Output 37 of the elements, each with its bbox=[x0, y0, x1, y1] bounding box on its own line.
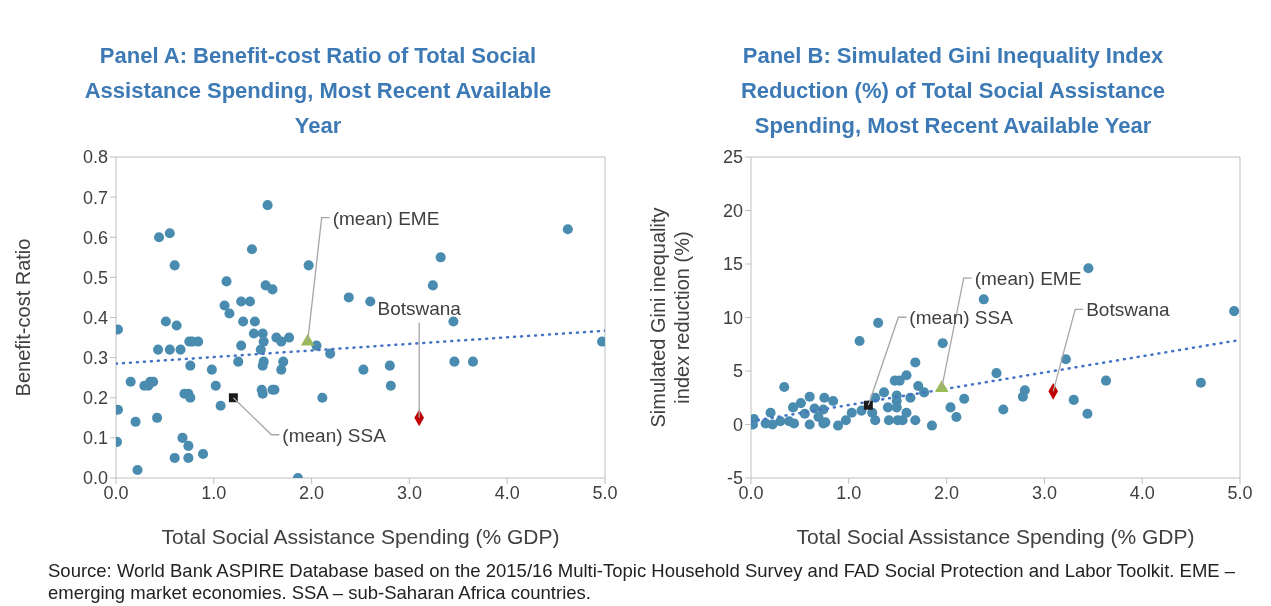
annotation: (mean) EME bbox=[974, 268, 1082, 290]
y-tick-label: 0.4 bbox=[82, 307, 108, 328]
annotation: Botswana bbox=[1086, 299, 1171, 321]
x-tick-label: 3.0 bbox=[396, 482, 422, 503]
chart-title: Panel B: Simulated Gini Inequality Index Reduction (%) of Total Social Assistance Spending, Most Recent Available Year bbox=[739, 42, 1167, 140]
annotation: Botswana bbox=[377, 297, 462, 319]
chart-title: Panel A: Benefit-cost Ratio of Total Social Assistance Spending, Most Recent Available Year bbox=[83, 42, 553, 140]
x-tick-label: 3.0 bbox=[1031, 482, 1057, 503]
y-tick-label: 0.5 bbox=[82, 267, 108, 288]
y-tick-label: 25 bbox=[722, 147, 743, 168]
y-tick-label: 5 bbox=[732, 361, 743, 382]
y-tick-label: 0.1 bbox=[82, 428, 108, 449]
y-tick-label: 10 bbox=[722, 307, 743, 328]
x-axis-title: Total Social Assistance Spending (% GDP) bbox=[161, 525, 560, 548]
annotation: (mean) SSA bbox=[909, 307, 1014, 329]
x-tick-label: 1.0 bbox=[836, 482, 862, 503]
x-axis-title: Total Social Assistance Spending (% GDP) bbox=[796, 525, 1195, 548]
y-tick-label: 0.2 bbox=[82, 388, 108, 409]
y-tick-label: 0.3 bbox=[82, 348, 108, 369]
y-tick-label: 15 bbox=[722, 254, 743, 275]
y-tick-label: 0.6 bbox=[82, 227, 108, 248]
x-tick-label: 5.0 bbox=[1227, 482, 1253, 503]
x-tick-label: 2.0 bbox=[934, 482, 960, 503]
y-tick-label: 0 bbox=[732, 414, 743, 435]
y-tick-label: 0.8 bbox=[82, 147, 108, 168]
source-note: Source: World Bank ASPIRE Database based on the 2015/16 Multi-Topic Household Survey and FAD Social Protection and Labor Toolkit. EME – emerging market economies. SSA – sub-Saharan Africa countries. bbox=[48, 560, 1237, 604]
y-axis-title: Benefit-cost Ratio bbox=[12, 238, 34, 397]
x-tick-label: 4.0 bbox=[494, 482, 520, 503]
x-tick-label: 1.0 bbox=[201, 482, 227, 503]
annotation: (mean) EME bbox=[332, 207, 440, 229]
y-axis-title: Simulated Gini inequality index reduction (%) bbox=[647, 207, 693, 428]
x-tick-label: 4.0 bbox=[1129, 482, 1155, 503]
annotation: (mean) SSA bbox=[282, 424, 387, 446]
x-tick-label: 2.0 bbox=[299, 482, 325, 503]
y-tick-label: 0.7 bbox=[82, 187, 108, 208]
x-tick-label: 5.0 bbox=[592, 482, 618, 503]
y-tick-label: 20 bbox=[722, 200, 743, 221]
